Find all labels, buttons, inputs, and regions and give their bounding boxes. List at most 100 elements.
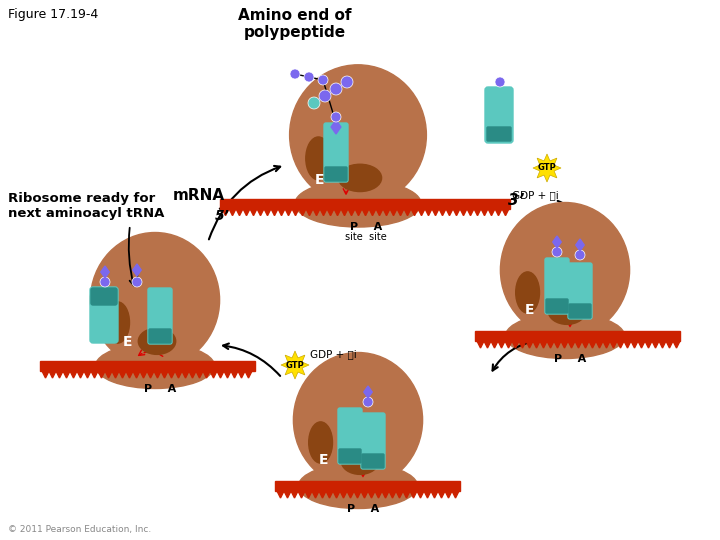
FancyBboxPatch shape: [91, 288, 117, 305]
Polygon shape: [210, 371, 217, 378]
Circle shape: [308, 97, 320, 109]
Ellipse shape: [341, 448, 379, 474]
Circle shape: [363, 397, 373, 407]
Text: P    A: P A: [554, 354, 586, 364]
Circle shape: [330, 83, 342, 95]
Polygon shape: [383, 208, 390, 215]
FancyBboxPatch shape: [149, 329, 171, 343]
Polygon shape: [264, 208, 271, 215]
Polygon shape: [491, 341, 498, 348]
Polygon shape: [526, 341, 533, 348]
Text: © 2011 Pearson Education, Inc.: © 2011 Pearson Education, Inc.: [8, 525, 151, 534]
Polygon shape: [554, 341, 561, 348]
Polygon shape: [168, 371, 175, 378]
Polygon shape: [484, 341, 491, 348]
Polygon shape: [540, 341, 547, 348]
Text: Ribosome ready for
next aminoacyl tRNA: Ribosome ready for next aminoacyl tRNA: [8, 192, 164, 220]
Polygon shape: [389, 491, 396, 498]
Polygon shape: [299, 208, 306, 215]
Polygon shape: [410, 491, 417, 498]
Ellipse shape: [516, 272, 539, 313]
FancyBboxPatch shape: [568, 263, 592, 319]
Polygon shape: [257, 208, 264, 215]
Polygon shape: [425, 208, 432, 215]
Circle shape: [318, 75, 328, 85]
Polygon shape: [432, 208, 439, 215]
Circle shape: [552, 247, 562, 257]
Polygon shape: [596, 341, 603, 348]
FancyBboxPatch shape: [361, 413, 385, 469]
Polygon shape: [347, 491, 354, 498]
Polygon shape: [161, 371, 168, 378]
Polygon shape: [382, 491, 389, 498]
Polygon shape: [568, 341, 575, 348]
FancyBboxPatch shape: [339, 449, 361, 463]
Polygon shape: [452, 491, 459, 498]
Polygon shape: [341, 208, 348, 215]
Polygon shape: [42, 371, 49, 378]
Polygon shape: [617, 341, 624, 348]
Polygon shape: [126, 371, 133, 378]
Polygon shape: [217, 371, 224, 378]
Polygon shape: [281, 351, 309, 379]
Polygon shape: [313, 208, 320, 215]
Polygon shape: [305, 491, 312, 498]
FancyBboxPatch shape: [324, 123, 348, 182]
Ellipse shape: [500, 202, 629, 338]
Polygon shape: [271, 208, 278, 215]
Polygon shape: [320, 208, 327, 215]
Polygon shape: [397, 208, 404, 215]
Polygon shape: [582, 341, 589, 348]
Polygon shape: [182, 371, 189, 378]
Polygon shape: [229, 208, 236, 215]
Ellipse shape: [289, 65, 426, 205]
Polygon shape: [390, 208, 397, 215]
Polygon shape: [333, 491, 340, 498]
Ellipse shape: [299, 463, 418, 509]
Ellipse shape: [309, 422, 333, 463]
Polygon shape: [340, 491, 347, 498]
Polygon shape: [417, 491, 424, 498]
Polygon shape: [112, 371, 119, 378]
Ellipse shape: [306, 137, 331, 180]
Polygon shape: [659, 341, 666, 348]
Text: E: E: [315, 173, 325, 187]
Polygon shape: [278, 208, 285, 215]
Polygon shape: [331, 120, 341, 134]
Polygon shape: [119, 371, 126, 378]
Polygon shape: [446, 208, 453, 215]
Polygon shape: [403, 491, 410, 498]
Text: E: E: [122, 335, 132, 349]
Text: P    A: P A: [144, 384, 176, 394]
Polygon shape: [56, 371, 63, 378]
Ellipse shape: [295, 180, 421, 227]
Polygon shape: [505, 341, 512, 348]
FancyBboxPatch shape: [569, 304, 591, 318]
Polygon shape: [369, 208, 376, 215]
Polygon shape: [348, 208, 355, 215]
FancyBboxPatch shape: [338, 408, 362, 464]
Polygon shape: [196, 371, 203, 378]
Polygon shape: [101, 266, 109, 278]
Polygon shape: [362, 208, 369, 215]
Polygon shape: [453, 208, 460, 215]
Polygon shape: [638, 341, 645, 348]
Polygon shape: [512, 341, 519, 348]
Polygon shape: [477, 341, 484, 348]
FancyBboxPatch shape: [148, 288, 172, 344]
FancyBboxPatch shape: [545, 258, 569, 314]
Polygon shape: [673, 341, 680, 348]
FancyBboxPatch shape: [362, 454, 384, 468]
Circle shape: [100, 277, 110, 287]
Polygon shape: [445, 491, 452, 498]
Polygon shape: [589, 341, 596, 348]
Text: 3’: 3’: [508, 193, 524, 208]
Polygon shape: [49, 371, 56, 378]
Text: GDP + Ⓟi: GDP + Ⓟi: [512, 190, 559, 200]
Circle shape: [319, 90, 331, 102]
Polygon shape: [132, 264, 141, 276]
Bar: [275, 481, 460, 491]
Polygon shape: [224, 371, 231, 378]
Polygon shape: [284, 491, 291, 498]
Ellipse shape: [106, 302, 130, 343]
